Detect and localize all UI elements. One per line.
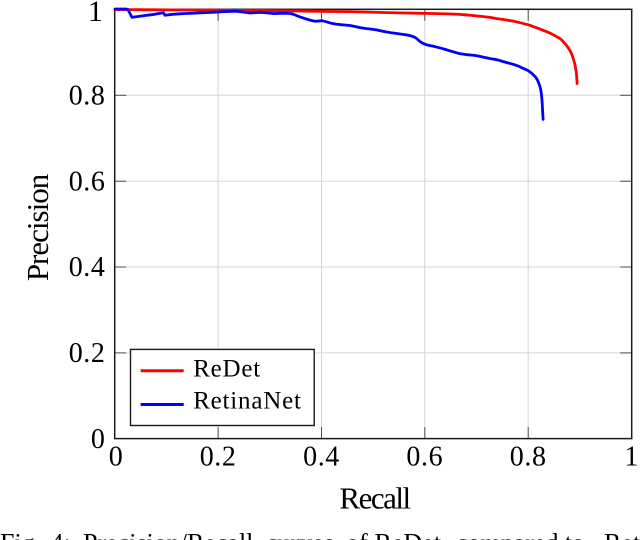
svg-text:curves: curves [266, 529, 334, 540]
svg-text:of: of [346, 529, 368, 540]
svg-text:0.6: 0.6 [406, 441, 443, 472]
svg-text:0.4: 0.4 [69, 252, 106, 283]
svg-text:Recall: Recall [339, 481, 410, 516]
svg-text:RetinaNet: RetinaNet [193, 388, 302, 415]
svg-text:0.4: 0.4 [303, 441, 340, 472]
svg-text:ReDet: ReDet [193, 356, 261, 383]
svg-text:0.6: 0.6 [69, 166, 106, 197]
svg-text:4:: 4: [51, 529, 71, 540]
svg-text:ReDet: ReDet [375, 529, 442, 540]
svg-text:Fig.: Fig. [0, 529, 41, 540]
svg-text:to: to [565, 529, 585, 540]
svg-text:RetinaNet: RetinaNet [604, 529, 640, 540]
svg-text:0.8: 0.8 [69, 81, 106, 112]
svg-text:Precision: Precision [20, 173, 55, 281]
svg-text:0: 0 [109, 441, 124, 472]
svg-text:compared: compared [456, 529, 559, 540]
svg-text:0.2: 0.2 [69, 338, 106, 369]
svg-text:Precision/Recall: Precision/Recall [83, 529, 253, 540]
svg-text:0: 0 [91, 424, 106, 455]
svg-text:1: 1 [88, 0, 104, 28]
svg-text:1: 1 [624, 441, 639, 472]
svg-text:0.8: 0.8 [510, 441, 547, 472]
svg-text:0.2: 0.2 [200, 441, 237, 472]
